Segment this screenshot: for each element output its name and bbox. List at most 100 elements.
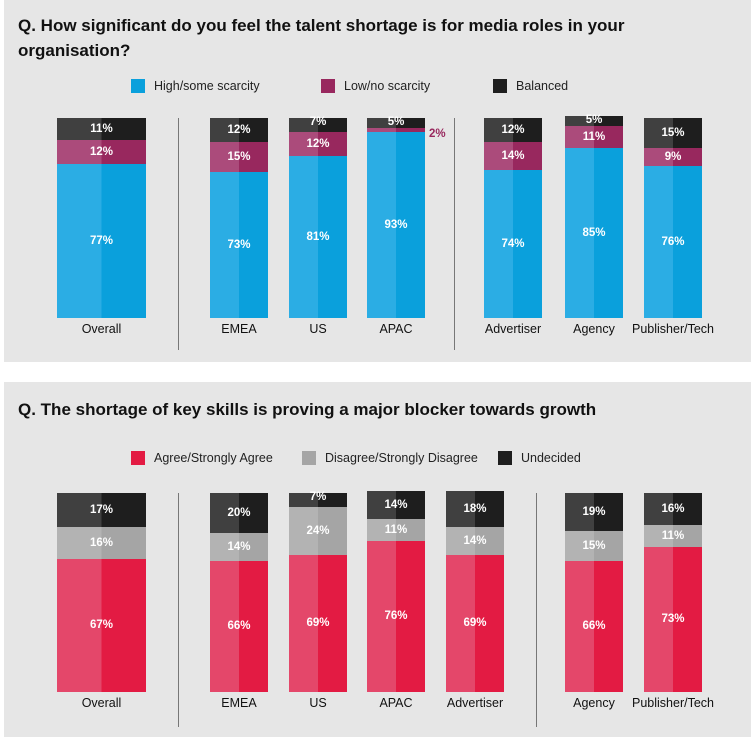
bar-segment-high-some-scarcity [367, 132, 425, 318]
bar-segment-high-some-scarcity [57, 164, 146, 318]
data-label: 11% [384, 523, 408, 536]
bar-segment-agree-strongly-agree [210, 560, 268, 692]
legend-label: Disagree/Strongly Disagree [325, 451, 478, 465]
data-label: 24% [306, 524, 330, 537]
bar-segment-balanced [367, 118, 425, 128]
bar-segment-low-no-scarcity [565, 126, 623, 148]
legend-item: Disagree/Strongly Disagree [302, 451, 498, 465]
legend-label: Agree/Strongly Agree [154, 451, 273, 465]
stacked-bar: 93% 2% 5% [367, 116, 446, 318]
bar-segment-undecided [644, 493, 702, 525]
legend-label: Undecided [521, 451, 581, 465]
category-label: Agency [573, 696, 615, 710]
bar-segment-balanced [289, 118, 347, 132]
data-label: 66% [227, 620, 251, 633]
data-label: 18% [463, 502, 487, 515]
group-divider [454, 118, 455, 350]
legend: Agree/Strongly Agree Disagree/Strongly D… [131, 451, 581, 465]
data-label: 5% [585, 114, 603, 126]
category-label: US [309, 696, 327, 710]
bar-segment-low-no-scarcity [484, 142, 542, 170]
data-label: 11% [90, 123, 113, 135]
data-label: 67% [89, 619, 114, 632]
legend-label: High/some scarcity [154, 79, 260, 93]
legend: High/some scarcity Low/no scarcity Balan… [131, 79, 568, 93]
data-label: 12% [306, 138, 330, 150]
data-label: 69% [463, 617, 487, 630]
bar-segment-undecided [57, 493, 146, 527]
data-label: 15% [582, 539, 606, 552]
category-label: Publisher/Tech [632, 696, 714, 710]
data-label: 5% [387, 116, 405, 128]
data-label: 11% [661, 529, 685, 542]
legend-swatch [131, 79, 145, 93]
bar-segment-undecided [367, 491, 425, 519]
data-label: 93% [384, 219, 408, 231]
data-label: 12% [227, 124, 251, 136]
data-label: 14% [227, 540, 251, 553]
category-label: Overall [81, 322, 122, 336]
data-label: 76% [661, 236, 685, 248]
category-label: Advertiser [446, 696, 504, 710]
bar-segment-low-no-scarcity [289, 132, 347, 156]
bar-segment-agree-strongly-agree [644, 546, 702, 692]
stacked-bar: 81% 12% 7% [289, 116, 347, 318]
skills-blocker-chart-panel: Q. The shortage of key skills is proving… [4, 382, 751, 737]
bar-segment-disagree-strongly-disagree [565, 530, 623, 561]
bar-segment-undecided [446, 491, 504, 527]
category-label: Advertiser [484, 322, 542, 336]
data-label: 14% [463, 534, 487, 547]
bar-segment-balanced [210, 118, 268, 142]
stacked-bar: 73% 15% 12% [210, 118, 268, 318]
bar-segment-agree-strongly-agree [57, 558, 146, 692]
data-label: 15% [661, 127, 685, 139]
stacked-bar: 76% 11% 14% [367, 491, 425, 692]
bar-segment-agree-strongly-agree [565, 560, 623, 692]
legend-swatch [493, 79, 507, 93]
bar-segment-balanced [57, 118, 146, 140]
group-divider [178, 118, 179, 350]
data-label: 81% [306, 231, 330, 243]
stacked-bar: 69% 24% 7% [289, 491, 347, 692]
category-label: EMEA [221, 322, 257, 336]
bar-segment-low-no-scarcity [644, 148, 702, 166]
bar-segment-agree-strongly-agree [289, 554, 347, 692]
bar-segment-low-no-scarcity [367, 128, 425, 132]
category-label: APAC [379, 696, 413, 710]
bar-segment-disagree-strongly-disagree [367, 518, 425, 541]
data-label: 19% [582, 505, 606, 518]
data-label: 16% [661, 502, 685, 515]
category-label: US [309, 322, 327, 336]
stacked-bar: 85% 11% 5% [565, 114, 623, 318]
talent-shortage-chart-panel: Q. How significant do you feel the talen… [4, 0, 751, 362]
legend-item: Agree/Strongly Agree [131, 451, 302, 465]
legend-item: High/some scarcity [131, 79, 321, 93]
category-label: APAC [379, 322, 413, 336]
data-label: 85% [582, 227, 606, 239]
data-label: 14% [501, 150, 525, 162]
chart-title: Q. How significant do you feel the talen… [18, 16, 625, 60]
stacked-bar: 77% 12% 11% [57, 118, 146, 318]
legend-swatch [498, 451, 512, 465]
data-label: 12% [501, 124, 525, 136]
legend-label: Low/no scarcity [344, 79, 431, 93]
bar-segment-high-some-scarcity [644, 166, 702, 318]
bar-segment-disagree-strongly-disagree [210, 532, 268, 561]
legend-item: Undecided [498, 451, 581, 465]
data-label: 74% [501, 238, 525, 250]
bar-segment-undecided [289, 493, 347, 507]
stacked-bar: 76% 9% 15% [644, 118, 702, 318]
data-label: 73% [227, 239, 251, 251]
data-label: 66% [582, 620, 606, 633]
data-label: 12% [89, 146, 114, 158]
data-label: 14% [384, 498, 408, 511]
stacked-bar: 67% 16% 17% [57, 493, 146, 692]
data-label: 17% [89, 503, 114, 516]
bar-segment-low-no-scarcity [210, 142, 268, 172]
category-label: Agency [573, 322, 615, 336]
bar-segment-balanced [644, 118, 702, 148]
bar-segment-balanced [484, 118, 542, 142]
bar-segment-low-no-scarcity [57, 140, 146, 164]
stacked-bar: 73% 11% 16% [644, 493, 702, 692]
bar-segment-agree-strongly-agree [367, 540, 425, 692]
